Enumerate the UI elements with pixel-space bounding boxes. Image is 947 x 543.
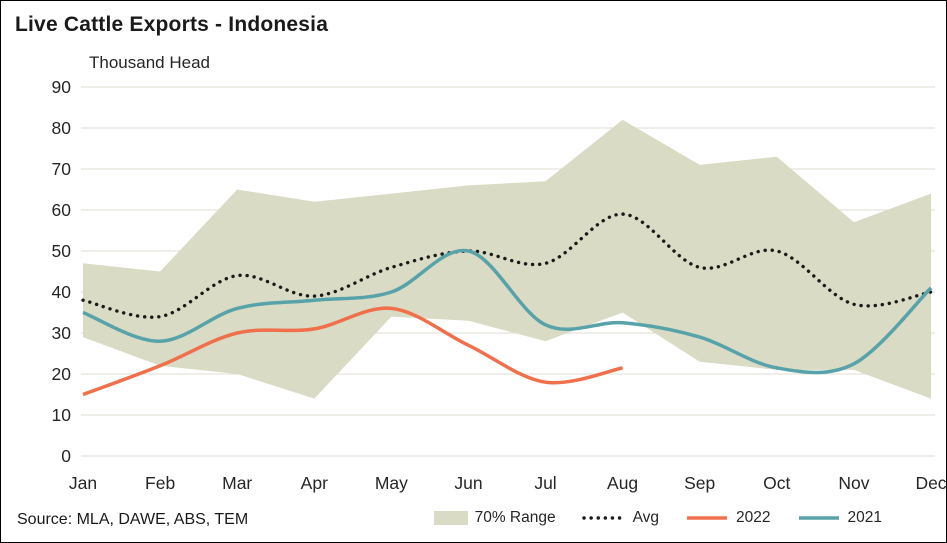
y-tick-label: 40 <box>52 282 72 302</box>
series-line-2021 <box>82 248 933 375</box>
x-tick-label: Apr <box>301 473 328 493</box>
legend-item-70-range: 70% Range <box>433 509 556 527</box>
legend: 70% Range Avg 2022 2021 <box>433 509 882 527</box>
legend-label: Avg <box>632 509 660 526</box>
legend-item-2022: 2022 <box>685 509 771 527</box>
range-band <box>83 119 931 399</box>
y-tick-label: 90 <box>52 77 72 97</box>
legend-label: 2021 <box>847 509 882 526</box>
x-tick-label: Mar <box>222 473 252 493</box>
y-tick-label: 30 <box>52 323 72 343</box>
chart-title: Live Cattle Exports - Indonesia <box>15 13 329 36</box>
y-tick-label: 70 <box>52 159 72 179</box>
legend-line-sample <box>798 516 839 520</box>
source-text: Source: MLA, DAWE, ABS, TEM <box>17 511 249 528</box>
y-axis-title: Thousand Head <box>89 53 210 72</box>
y-tick-label: 60 <box>52 200 72 220</box>
y-tick-label: 10 <box>52 405 72 425</box>
x-tick-label: Feb <box>145 473 175 493</box>
y-tick-label: 50 <box>52 241 72 261</box>
series-line-2022 <box>82 306 623 397</box>
x-tick-label: May <box>375 473 408 493</box>
chart-footer: Source: MLA, DAWE, ABS, TEM 70% Range Avg… <box>1 503 946 537</box>
legend-label: 2022 <box>736 509 771 526</box>
x-tick-label: Jul <box>534 473 556 493</box>
legend-item-avg: Avg <box>581 509 660 527</box>
y-tick-label: 0 <box>61 446 71 466</box>
x-tick-label: Sep <box>684 473 715 493</box>
x-tick-label: Dec <box>915 473 946 493</box>
legend-line-sample <box>581 516 626 520</box>
y-tick-label: 80 <box>52 118 72 138</box>
x-tick-label: Aug <box>607 473 638 493</box>
legend-line-sample <box>687 516 728 520</box>
y-tick-label: 20 <box>52 364 72 384</box>
legend-label: 70% Range <box>474 509 556 526</box>
legend-item-2021: 2021 <box>797 509 882 527</box>
legend-swatch-70-range <box>433 511 468 525</box>
x-tick-label: Jan <box>69 473 97 493</box>
series-line-avg <box>81 212 933 319</box>
x-tick-label: Nov <box>838 473 869 493</box>
x-tick-label: Jun <box>454 473 482 493</box>
x-tick-label: Oct <box>763 473 790 493</box>
